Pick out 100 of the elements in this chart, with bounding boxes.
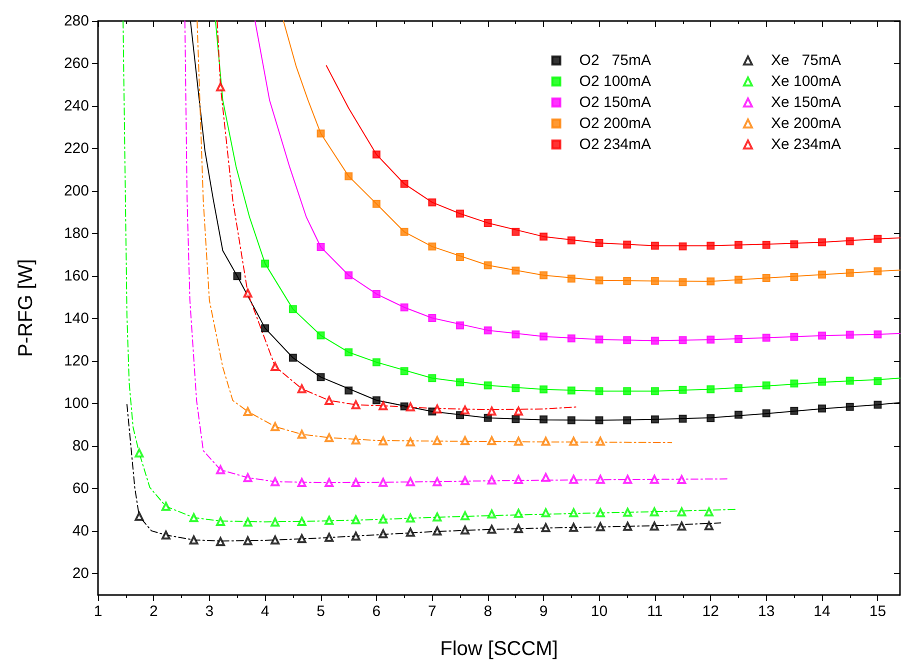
point — [790, 272, 798, 281]
x-tick-label: 13 — [758, 603, 775, 620]
point — [595, 276, 604, 284]
point — [846, 268, 854, 277]
point — [540, 415, 548, 424]
point — [790, 379, 798, 388]
point — [297, 516, 306, 526]
point — [372, 200, 380, 208]
point — [704, 521, 714, 530]
point — [261, 260, 270, 268]
point — [484, 414, 492, 422]
x-tick-label: 3 — [205, 603, 214, 620]
point — [288, 354, 297, 362]
point — [790, 406, 798, 415]
point — [406, 437, 415, 446]
point — [569, 474, 578, 484]
point — [874, 234, 882, 243]
point — [650, 277, 659, 285]
point — [460, 511, 470, 520]
point — [324, 532, 334, 542]
point — [216, 465, 226, 474]
point — [512, 384, 520, 392]
point — [595, 238, 604, 247]
x-tick-label: 1 — [94, 603, 102, 620]
legend-label: Xe 75mA — [770, 52, 842, 69]
point — [734, 384, 742, 392]
point — [569, 522, 578, 532]
point — [790, 240, 798, 248]
point — [428, 374, 436, 382]
point — [846, 376, 854, 385]
point — [762, 334, 770, 342]
point — [706, 277, 715, 286]
point — [623, 277, 632, 285]
point — [351, 400, 360, 410]
x-tick-label: 9 — [539, 603, 548, 620]
point — [874, 377, 882, 386]
x-tick-label: 8 — [484, 603, 492, 620]
legend-label: O2 200mA — [579, 115, 652, 132]
point — [790, 332, 798, 341]
point — [678, 242, 687, 250]
point — [484, 218, 492, 227]
point — [400, 228, 408, 236]
point — [846, 237, 854, 246]
point — [372, 358, 380, 366]
y-tick-label: 180 — [64, 225, 89, 242]
point — [400, 367, 408, 376]
legend-label: O2 150mA — [579, 94, 652, 111]
point — [818, 270, 826, 279]
point — [432, 404, 442, 414]
x-tick-label: 12 — [702, 603, 719, 620]
y-tick-label: 280 — [64, 12, 89, 30]
point — [406, 528, 415, 537]
point — [846, 402, 854, 411]
y-tick-label: 220 — [64, 140, 89, 158]
point — [372, 150, 380, 159]
point — [134, 512, 144, 521]
legend-label: O2 100mA — [579, 73, 652, 90]
point — [678, 336, 687, 344]
point — [540, 385, 548, 394]
point — [567, 386, 576, 394]
point — [623, 474, 632, 484]
point — [623, 522, 632, 531]
x-tick-label: 6 — [372, 603, 381, 620]
point — [595, 387, 604, 396]
point — [762, 381, 770, 390]
point — [734, 276, 742, 284]
point — [567, 334, 576, 342]
point — [406, 477, 415, 486]
point — [677, 507, 686, 516]
point — [623, 336, 632, 344]
point — [567, 274, 576, 283]
point — [316, 129, 325, 138]
point — [650, 336, 659, 345]
point — [706, 336, 715, 344]
x-axis-title: Flow [SCCM] — [440, 638, 558, 660]
point — [623, 508, 632, 517]
x-tick-label: 4 — [260, 603, 270, 620]
y-tick-label: 20 — [72, 565, 89, 582]
point — [569, 436, 578, 446]
point — [189, 535, 198, 544]
point — [344, 172, 353, 180]
point — [541, 508, 550, 518]
legend-label: O2 75mA — [579, 52, 651, 69]
point — [270, 477, 280, 486]
x-tick-label: 11 — [647, 603, 663, 620]
point — [261, 324, 270, 332]
x-tick-label: 15 — [869, 603, 886, 620]
y-tick-label: 140 — [64, 310, 89, 328]
y-tick-label: 40 — [72, 522, 89, 540]
y-tick-label: 260 — [64, 55, 89, 72]
point — [456, 252, 464, 261]
point — [874, 330, 882, 338]
point — [243, 536, 252, 546]
point — [406, 402, 415, 412]
point — [216, 516, 226, 526]
point — [650, 242, 659, 250]
point — [596, 474, 605, 484]
point — [595, 416, 604, 424]
point — [512, 330, 520, 338]
point — [595, 335, 604, 344]
